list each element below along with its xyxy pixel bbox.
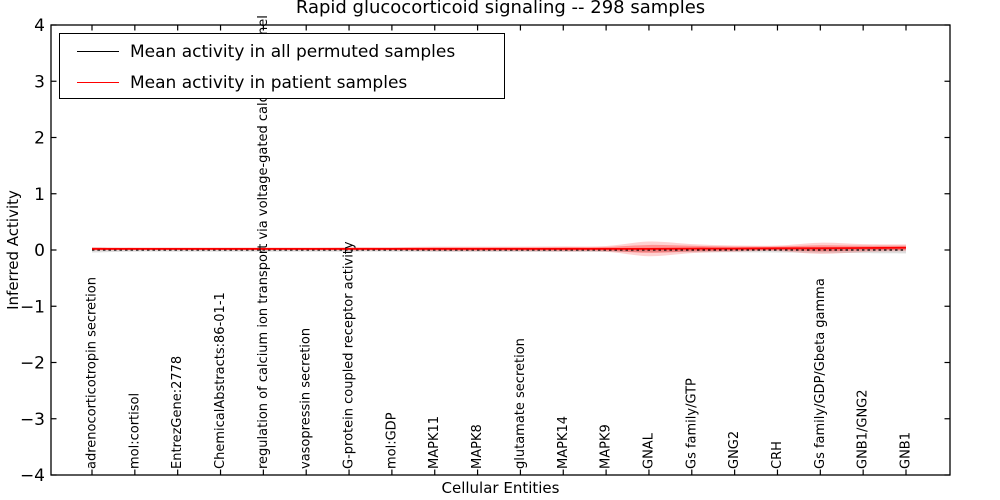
x-tick-label: GNB1 bbox=[899, 432, 914, 469]
y-tick-label: 0 bbox=[34, 241, 45, 261]
chart-title: Rapid glucocorticoid signaling -- 298 sa… bbox=[295, 0, 706, 18]
x-tick-label: mol:cortisol bbox=[127, 393, 142, 469]
x-tick-label: glutamate secretion bbox=[513, 338, 528, 469]
legend-line-patient-icon bbox=[77, 82, 119, 83]
x-tick-label: GNG2 bbox=[727, 431, 742, 469]
x-tick-label: mol:GDP bbox=[384, 412, 399, 469]
x-tick-label: Gs family/GTP bbox=[684, 378, 699, 469]
y-tick-label: −4 bbox=[20, 466, 45, 486]
patient-mean-line bbox=[92, 246, 907, 250]
x-tick-label: EntrezGene:2778 bbox=[170, 356, 185, 469]
x-tick-label: Gs family/GDP/Gbeta gamma bbox=[813, 278, 828, 469]
x-tick-label: ChemicalAbstracts:86-01-1 bbox=[213, 292, 228, 469]
legend-label-permuted: Mean activity in all permuted samples bbox=[130, 41, 456, 62]
x-tick-label: MAPK11 bbox=[427, 416, 442, 469]
legend-entry-permuted: Mean activity in all permuted samples bbox=[60, 36, 504, 67]
y-tick-label: 3 bbox=[34, 72, 45, 92]
y-tick-label: −3 bbox=[20, 410, 45, 430]
legend-line-permuted-icon bbox=[77, 51, 119, 52]
x-tick-label: MAPK8 bbox=[470, 424, 485, 469]
legend-entry-patient: Mean activity in patient samples bbox=[60, 67, 504, 98]
x-tick-label: MAPK14 bbox=[556, 416, 571, 469]
y-tick-label: −2 bbox=[20, 354, 45, 374]
x-tick-label: GNAL bbox=[641, 432, 656, 469]
y-tick-label: −1 bbox=[20, 297, 45, 317]
x-tick-label: regulation of calcium ion transport via … bbox=[256, 15, 271, 469]
y-tick-label: 1 bbox=[34, 185, 45, 205]
x-axis-label: Cellular Entities bbox=[441, 479, 560, 497]
legend-label-patient: Mean activity in patient samples bbox=[130, 72, 408, 93]
y-axis-label: Inferred Activity bbox=[4, 190, 22, 310]
y-tick-label: 2 bbox=[34, 129, 45, 149]
x-tick-label: MAPK9 bbox=[599, 424, 614, 469]
x-tick-label: vasopressin secretion bbox=[299, 328, 314, 469]
legend: Mean activity in all permuted samples Me… bbox=[59, 33, 505, 99]
y-tick-label: 4 bbox=[34, 16, 45, 36]
x-tick-label: G-protein coupled receptor activity bbox=[342, 241, 357, 469]
x-tick-label: GNB1/GNG2 bbox=[856, 389, 871, 469]
x-tick-label: CRH bbox=[770, 441, 785, 469]
x-tick-label: adrenocorticotropin secretion bbox=[85, 277, 100, 469]
